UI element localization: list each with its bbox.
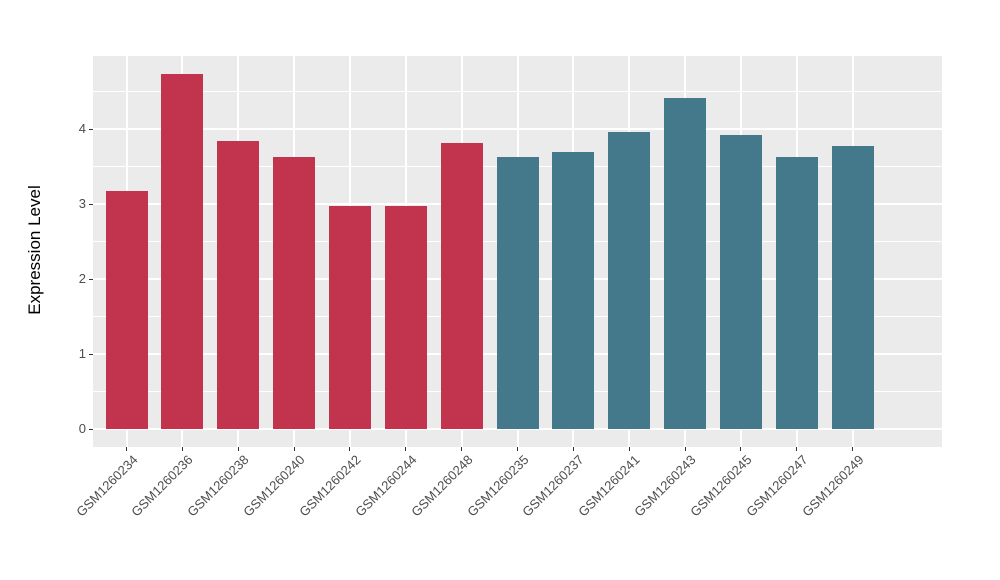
bar [105,190,148,429]
x-tick-mark [461,447,463,451]
bar [328,205,371,429]
bar [496,156,539,429]
x-tick-mark [796,447,798,451]
x-tick-mark [293,447,295,451]
y-tick-mark [89,203,93,205]
x-tick-mark [349,447,351,451]
x-tick-mark [740,447,742,451]
y-tick-mark [89,128,93,130]
bar [217,141,260,429]
bar [719,135,762,429]
x-tick-mark [181,447,183,451]
y-tick-label: 2 [78,271,86,286]
x-tick-mark [684,447,686,451]
x-tick-mark [126,447,127,451]
y-tick-mark [89,278,93,280]
x-tick-mark [237,447,239,451]
bar [608,132,651,429]
bar [831,146,874,429]
bar [664,97,707,429]
x-tick-mark [517,447,518,451]
x-tick-mark [852,447,854,451]
bar [273,156,316,429]
y-tick-mark [89,353,93,355]
y-tick-label: 3 [78,196,86,211]
x-tick-mark [405,447,407,451]
y-tick-label: 0 [78,421,86,436]
y-tick-label: 4 [78,121,86,136]
y-tick-mark [89,428,93,430]
bar [384,205,427,429]
y-tick-label: 1 [78,346,86,361]
y-axis-title: Expression Level [25,185,44,315]
x-tick-mark [572,447,574,451]
bar [552,152,595,429]
x-tick-mark [628,447,630,451]
bar [440,143,483,429]
bar [775,156,818,429]
bar [161,73,204,429]
